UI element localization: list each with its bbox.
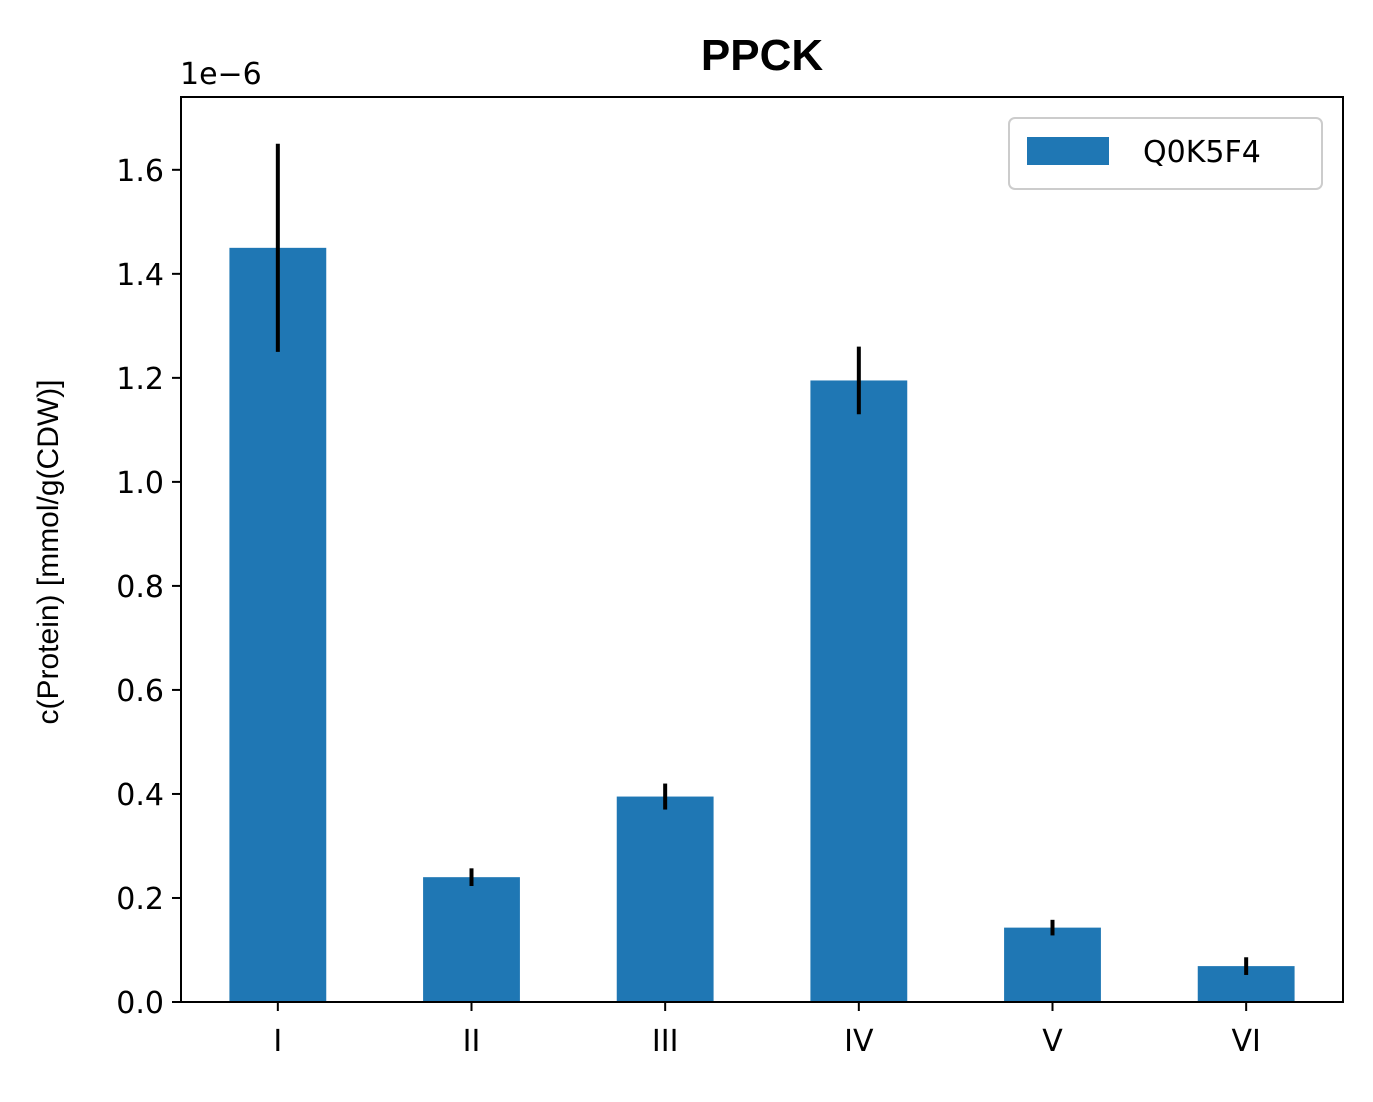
bars-layer (229, 247, 1295, 1003)
bar-IV (810, 380, 908, 1002)
x-tick-label: VI (1231, 1024, 1260, 1059)
y-axis-label: c(Protein) [mmol/g(CDW)] (32, 379, 65, 724)
y-tick-label: 0.2 (116, 882, 164, 917)
y-tick-label: 1.4 (116, 258, 164, 293)
legend: Q0K5F4 (1008, 117, 1323, 190)
y-tick-label: 0.6 (116, 674, 164, 709)
y-tick-label: 1.6 (116, 154, 164, 189)
chart-title: PPCK (701, 31, 823, 80)
x-tick-label: V (1042, 1024, 1063, 1059)
y-tick-label: 0.0 (116, 986, 164, 1021)
y-axis-offset-text: 1e−6 (180, 57, 262, 92)
x-axis-ticks: I II III IV V VI (273, 1002, 1261, 1059)
y-tick-label: 1.2 (116, 362, 164, 397)
legend-swatch (1027, 137, 1109, 165)
bar-V (1004, 927, 1101, 1002)
errorbars-layer (275, 143, 1249, 975)
legend-box (1008, 117, 1323, 190)
bar-II (423, 877, 520, 1002)
bar-I (229, 247, 327, 1003)
y-tick-label: 0.4 (116, 778, 164, 813)
x-tick-label: IV (844, 1024, 874, 1059)
x-tick-label: III (652, 1024, 679, 1059)
x-tick-label: II (463, 1024, 481, 1059)
y-tick-label: 1.0 (116, 466, 164, 501)
plot-frame (180, 96, 1344, 1003)
legend-label: Q0K5F4 (1143, 135, 1261, 170)
y-axis-ticks: 0.0 0.2 0.4 0.6 0.8 1.0 1.2 1.4 1.6 (116, 154, 181, 1021)
y-tick-label: 0.8 (116, 570, 164, 605)
bar-III (616, 796, 714, 1002)
x-tick-label: I (273, 1024, 282, 1059)
